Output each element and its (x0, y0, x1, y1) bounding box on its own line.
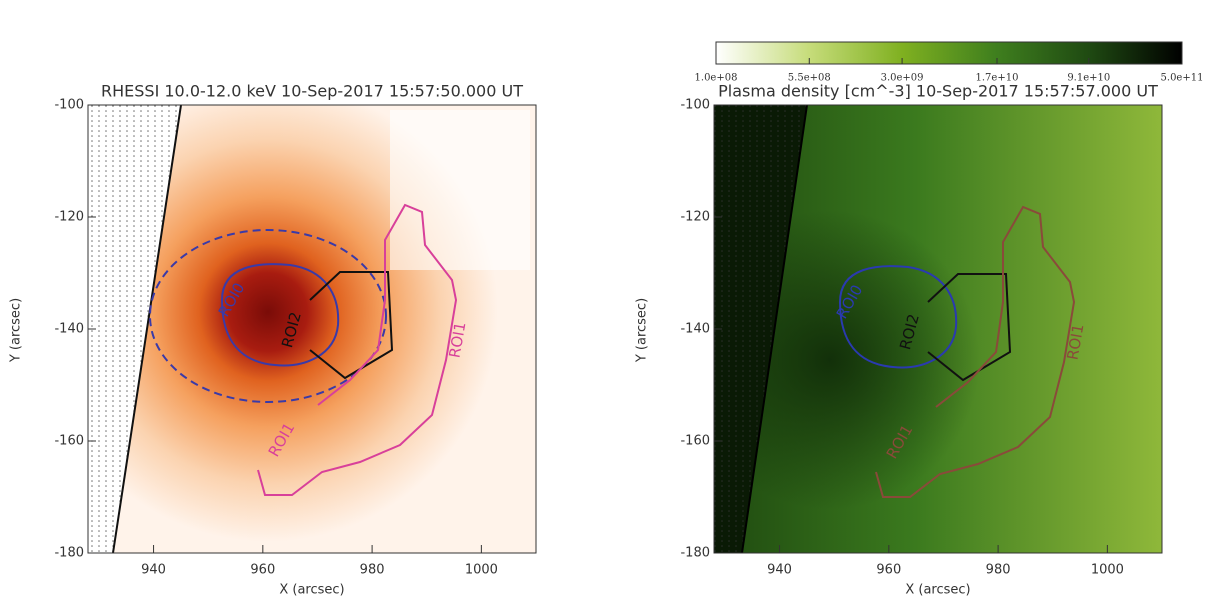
x-tick-label: 980 (360, 563, 385, 578)
panel: RHESSI 10.0-12.0 keV 10-Sep-2017 15:57:5… (9, 82, 524, 598)
contour-dashed (149, 229, 387, 403)
y-tick-label: -180 (54, 546, 84, 561)
x-tick-label: 1000 (1091, 563, 1124, 578)
x-tick-label: 960 (876, 563, 901, 578)
contour-roi0 (838, 265, 958, 369)
colorbar-tick-label: 3.0e+09 (881, 73, 924, 84)
y-axis-label: Y (arcsec) (635, 298, 650, 363)
y-tick-label: -160 (680, 434, 710, 449)
x-axis-label: X (arcsec) (279, 583, 344, 598)
colorbar-tick-label: 1.7e+10 (976, 73, 1019, 84)
contour-roi0 (220, 263, 340, 367)
panel: Plasma density [cm^-3] 10-Sep-2017 15:57… (635, 58, 1204, 598)
chart-title: Plasma density [cm^-3] 10-Sep-2017 15:57… (718, 82, 1158, 101)
y-tick-label: -120 (54, 210, 84, 225)
rhessi-image (88, 105, 536, 553)
x-tick-label: 980 (986, 563, 1011, 578)
contour-roi1 (875, 205, 1076, 498)
y-tick-label: -100 (54, 98, 84, 113)
x-axis-label: X (arcsec) (905, 583, 970, 598)
y-axis-label: Y (arcsec) (9, 298, 24, 363)
contour-roi2 (309, 271, 394, 380)
colorbar (715, 41, 1183, 65)
chart-title: RHESSI 10.0-12.0 keV 10-Sep-2017 15:57:5… (101, 82, 523, 101)
y-tick-label: -140 (54, 322, 84, 337)
y-tick-label: -160 (54, 434, 84, 449)
y-tick-label: -180 (680, 546, 710, 561)
x-tick-label: 1000 (465, 563, 498, 578)
density-image (714, 105, 1162, 553)
colorbar-tick-label: 5.0e+11 (1161, 73, 1204, 84)
contour-roi1 (257, 203, 458, 496)
y-tick-label: -140 (680, 322, 710, 337)
y-tick-label: -120 (680, 210, 710, 225)
x-tick-label: 940 (141, 563, 166, 578)
y-tick-label: -100 (680, 98, 710, 113)
x-tick-label: 960 (250, 563, 275, 578)
colorbar-tick-label: 5.5e+08 (788, 73, 831, 84)
colorbar-tick-label: 9.1e+10 (1067, 73, 1110, 84)
colorbar-tick-label: 1.0e+08 (695, 73, 738, 84)
x-tick-label: 940 (767, 563, 792, 578)
contour-roi2 (927, 273, 1012, 382)
